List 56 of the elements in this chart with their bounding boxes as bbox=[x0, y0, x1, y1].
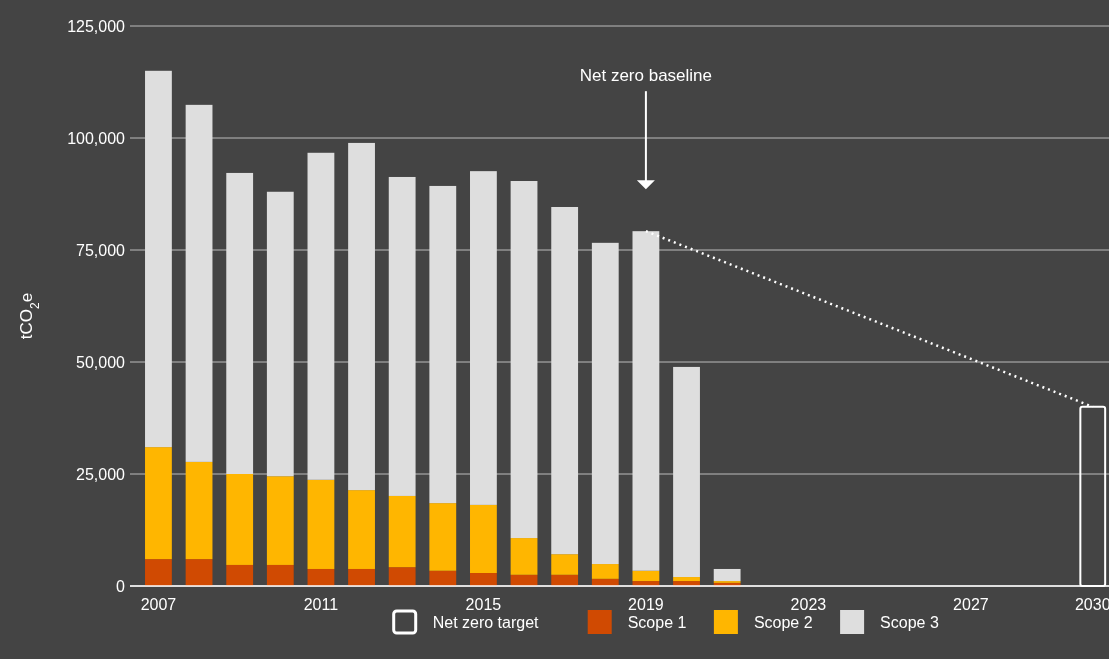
bar bbox=[145, 447, 172, 560]
x-tick-label: 2007 bbox=[140, 596, 177, 613]
y-tick-label: 75,000 bbox=[76, 241, 126, 259]
bar bbox=[185, 461, 213, 560]
legend-label: Scope 3 bbox=[880, 614, 939, 631]
legend-label: Net zero target bbox=[432, 614, 540, 631]
bar bbox=[429, 185, 457, 504]
y-tick-label: 50,000 bbox=[76, 353, 126, 371]
bar bbox=[348, 568, 375, 586]
bar bbox=[632, 231, 660, 571]
bar bbox=[388, 567, 416, 586]
bar bbox=[510, 181, 538, 539]
y-tick-label: 125,000 bbox=[67, 17, 126, 35]
bar bbox=[632, 570, 660, 582]
bar bbox=[551, 206, 579, 555]
bar bbox=[185, 559, 213, 586]
legend-label: Scope 2 bbox=[753, 614, 813, 631]
bar bbox=[226, 564, 254, 586]
bar bbox=[185, 104, 213, 462]
bar bbox=[226, 474, 254, 565]
bar bbox=[510, 538, 538, 575]
annotation: Net zero baseline bbox=[579, 66, 713, 86]
bar bbox=[145, 559, 172, 586]
bar bbox=[388, 495, 416, 568]
bar bbox=[713, 568, 741, 582]
x-tick-label: 2027 bbox=[953, 596, 989, 613]
x-tick-label: 2011 bbox=[303, 596, 339, 613]
bar bbox=[470, 573, 497, 586]
bar bbox=[266, 191, 294, 477]
bar bbox=[591, 564, 619, 579]
bar bbox=[551, 574, 579, 586]
bar bbox=[673, 577, 700, 582]
y-tick-label: 0 bbox=[116, 577, 126, 595]
bar bbox=[307, 479, 335, 569]
bar bbox=[348, 490, 375, 569]
legend-label: Scope 1 bbox=[627, 614, 687, 631]
bar bbox=[673, 366, 700, 578]
bar bbox=[145, 70, 172, 448]
bar bbox=[591, 242, 619, 565]
y-tick-label: 25,000 bbox=[76, 465, 126, 483]
bar bbox=[429, 503, 457, 571]
y-tick-label: 100,000 bbox=[67, 129, 126, 147]
bar bbox=[348, 142, 375, 491]
bar bbox=[388, 176, 416, 496]
bar bbox=[470, 504, 497, 574]
bar bbox=[429, 570, 457, 586]
bar bbox=[551, 554, 579, 575]
x-tick-label: 2019 bbox=[628, 596, 664, 613]
x-tick-label: 2015 bbox=[465, 596, 502, 613]
bar bbox=[266, 564, 294, 586]
bar bbox=[307, 568, 335, 586]
x-tick-label: 2023 bbox=[790, 596, 827, 613]
bar bbox=[470, 171, 497, 505]
bar bbox=[226, 172, 254, 474]
bar bbox=[266, 476, 294, 565]
bar bbox=[307, 152, 335, 480]
